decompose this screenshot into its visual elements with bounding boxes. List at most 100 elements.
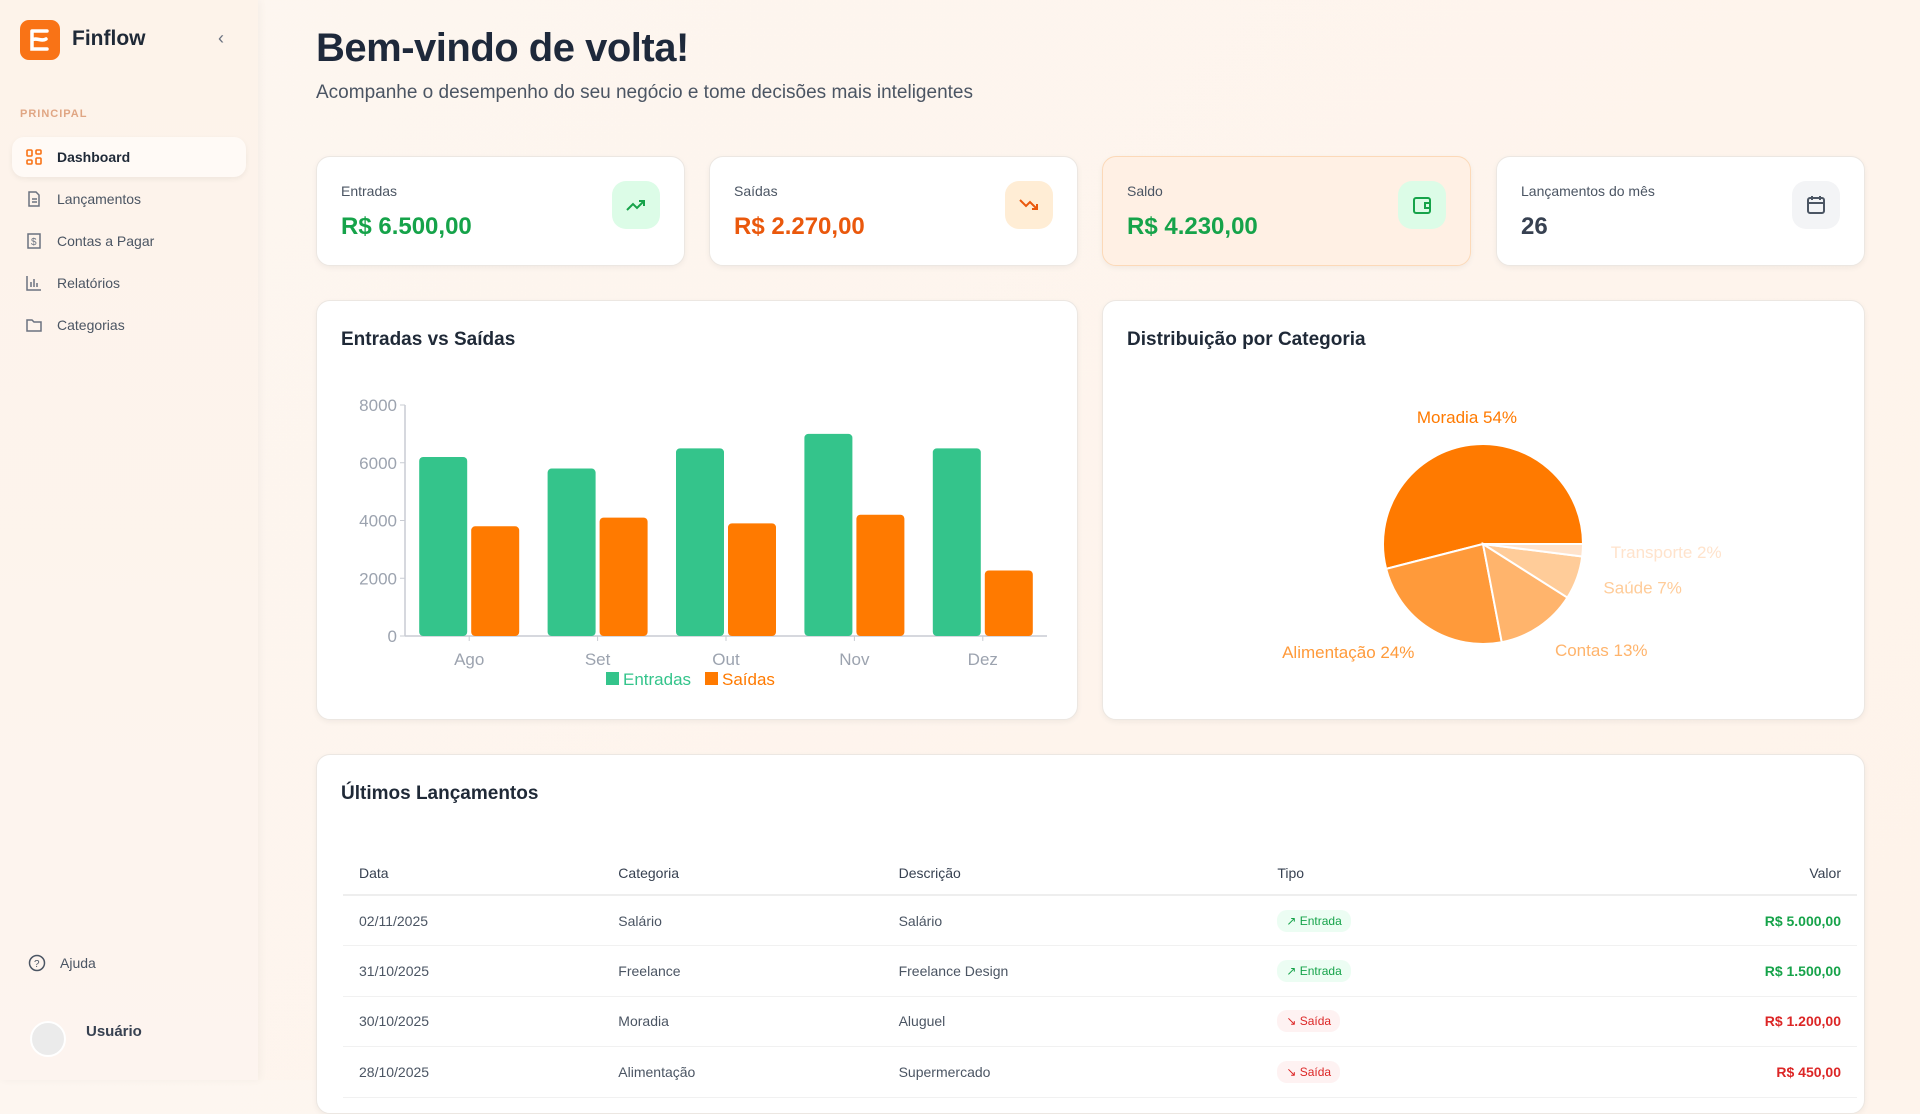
- table-row[interactable]: 28/10/2025 Alimentação Supermercado ↘ Saída…: [343, 1046, 1857, 1098]
- stat-card-saidas: Saídas R$ 2.270,00: [709, 156, 1078, 266]
- type-badge: ↗ Entrada: [1277, 909, 1351, 932]
- table-title: Últimos Lançamentos: [341, 783, 539, 804]
- document-icon: [28, 191, 40, 207]
- page-subtitle: Acompanhe o desempenho do seu negócio e …: [316, 82, 973, 103]
- sidebar-item-categorias[interactable]: Categorias: [12, 305, 246, 345]
- pie-label: Saúde 7%: [1603, 578, 1681, 597]
- help-label: Ajuda: [60, 955, 96, 971]
- cell-data: 31/10/2025: [343, 945, 603, 997]
- pie-label: Contas 13%: [1555, 641, 1648, 660]
- cell-tipo: ↘ Saída: [1261, 1046, 1531, 1098]
- cell-tipo: ↘ Saída: [1261, 996, 1531, 1047]
- stat-label: Saídas: [734, 183, 778, 199]
- calendar-icon: [1792, 181, 1840, 229]
- x-tick-label: Dez: [968, 650, 998, 669]
- bar-saídas-nov: [856, 514, 905, 636]
- y-tick-label: 4000: [359, 512, 397, 531]
- sidebar-item-relatorios[interactable]: Relatórios: [12, 263, 246, 303]
- sidebar-item-label: Lançamentos: [57, 191, 142, 207]
- cell-tipo: ↗ Entrada: [1261, 895, 1531, 946]
- stat-value: R$ 4.230,00: [1127, 213, 1258, 240]
- x-tick-label: Out: [712, 650, 740, 669]
- page-title: Bem-vindo de volta!: [316, 26, 689, 70]
- stat-value: R$ 2.270,00: [734, 213, 865, 240]
- cell-descricao: Freelance Design: [882, 945, 1262, 997]
- x-tick-label: Ago: [454, 650, 484, 669]
- collapse-sidebar-button[interactable]: ‹: [218, 28, 224, 48]
- pie-slice-moradia: [1382, 443, 1585, 571]
- stat-card-saldo: Saldo R$ 4.230,00: [1102, 156, 1471, 266]
- table-header-row: Data Categoria Descrição Tipo Valor: [343, 851, 1857, 896]
- cell-categoria: Alimentação: [602, 1046, 883, 1098]
- cell-categoria: Moradia: [602, 996, 883, 1047]
- pie-slice-alimentação: [1384, 542, 1503, 645]
- transactions-table: Data Categoria Descrição Tipo Valor 02/11/20…: [343, 851, 1857, 1098]
- bar-saídas-set: [599, 517, 648, 636]
- y-tick-label: 8000: [359, 396, 397, 415]
- svg-text:$: $: [31, 237, 37, 248]
- finflow-logo-icon: [20, 20, 60, 60]
- help-link[interactable]: ? Ajuda: [28, 954, 96, 972]
- bar-entradas-set: [547, 468, 596, 636]
- table-row[interactable]: 31/10/2025 Freelance Freelance Design ↗ Ent…: [343, 945, 1857, 997]
- pie-label: Alimentação 24%: [1282, 643, 1414, 662]
- stat-value: 26: [1521, 213, 1548, 240]
- y-tick-label: 2000: [359, 569, 397, 588]
- stat-value: R$ 6.500,00: [341, 213, 472, 240]
- stat-card-entradas: Entradas R$ 6.500,00: [316, 156, 685, 266]
- table-row[interactable]: 30/10/2025 Moradia Aluguel ↘ Saída R$ 1.200,…: [343, 996, 1857, 1047]
- table-row[interactable]: 02/11/2025 Salário Salário ↗ Entrada R$ 5.00…: [343, 895, 1857, 946]
- cell-descricao: Salário: [882, 895, 1262, 946]
- sidebar-item-label: Contas a Pagar: [57, 233, 155, 249]
- x-tick-label: Set: [585, 650, 611, 669]
- stat-label: Entradas: [341, 183, 398, 199]
- section-label: PRINCIPAL: [20, 108, 88, 120]
- cell-valor: R$ 5.000,00: [1530, 895, 1857, 946]
- brand-name: Finflow: [72, 27, 146, 50]
- y-tick-label: 0: [388, 627, 397, 646]
- cell-categoria: Salário: [602, 895, 883, 946]
- avatar: [30, 1021, 66, 1057]
- column-header: Valor: [1530, 851, 1857, 896]
- charts-layer: 0 2000 4000 6000 8000 Ago Set Out Nov Dez Entradas…: [359, 396, 1722, 689]
- bar-entradas-ago: [419, 456, 468, 636]
- stat-label: Saldo: [1127, 183, 1163, 199]
- trending-down-icon: [1005, 181, 1053, 229]
- type-badge: ↘ Saída: [1277, 1010, 1341, 1033]
- pie-slice-transporte: [1482, 543, 1585, 558]
- column-header: Data: [343, 851, 603, 896]
- y-tick-label: 6000: [359, 454, 397, 473]
- bar-saídas-dez: [984, 570, 1033, 636]
- chart-title: Entradas vs Saídas: [341, 329, 516, 350]
- chart-title: Distribuição por Categoria: [1127, 329, 1366, 350]
- sidebar-item-lancamentos[interactable]: Lançamentos: [12, 179, 246, 219]
- sidebar-item-contas-a-pagar[interactable]: $ Contas a Pagar: [12, 221, 246, 261]
- sidebar-item-label: Relatórios: [57, 275, 121, 291]
- bill-icon: $: [27, 233, 41, 249]
- cell-tipo: ↗ Entrada: [1261, 945, 1531, 997]
- sidebar-nav: Dashboard Lançamentos $ Contas a Pagar Re…: [12, 137, 246, 347]
- type-badge: ↘ Saída: [1277, 1060, 1341, 1083]
- stat-card-lancamentos-mes: Lançamentos do mês 26: [1496, 156, 1865, 266]
- cell-valor: R$ 1.500,00: [1530, 945, 1857, 997]
- sidebar-item-dashboard[interactable]: Dashboard: [12, 137, 246, 177]
- trending-up-icon: [612, 181, 660, 229]
- bar-entradas-nov: [804, 433, 853, 636]
- pie-label: Transporte 2%: [1611, 543, 1722, 562]
- user-name: Usuário: [86, 1023, 142, 1040]
- cell-descricao: Aluguel: [882, 996, 1262, 1047]
- cell-categoria: Freelance: [602, 945, 883, 997]
- legend-label: Entradas: [623, 670, 691, 689]
- sidebar-item-label: Categorias: [57, 317, 125, 333]
- column-header: Tipo: [1261, 851, 1531, 896]
- column-header: Categoria: [602, 851, 883, 896]
- cell-descricao: Supermercado: [882, 1046, 1262, 1098]
- bar-entradas-out: [676, 448, 724, 636]
- legend-label: Saídas: [722, 670, 775, 689]
- x-tick-label: Nov: [839, 650, 870, 669]
- user-profile[interactable]: Usuário: [30, 1021, 142, 1057]
- bar-saídas-ago: [471, 526, 520, 636]
- type-badge: ↗ Entrada: [1277, 959, 1351, 982]
- sidebar-item-label: Dashboard: [57, 149, 131, 165]
- recent-transactions-card: Últimos Lançamentos Data Categoria Descriç…: [316, 754, 1865, 1114]
